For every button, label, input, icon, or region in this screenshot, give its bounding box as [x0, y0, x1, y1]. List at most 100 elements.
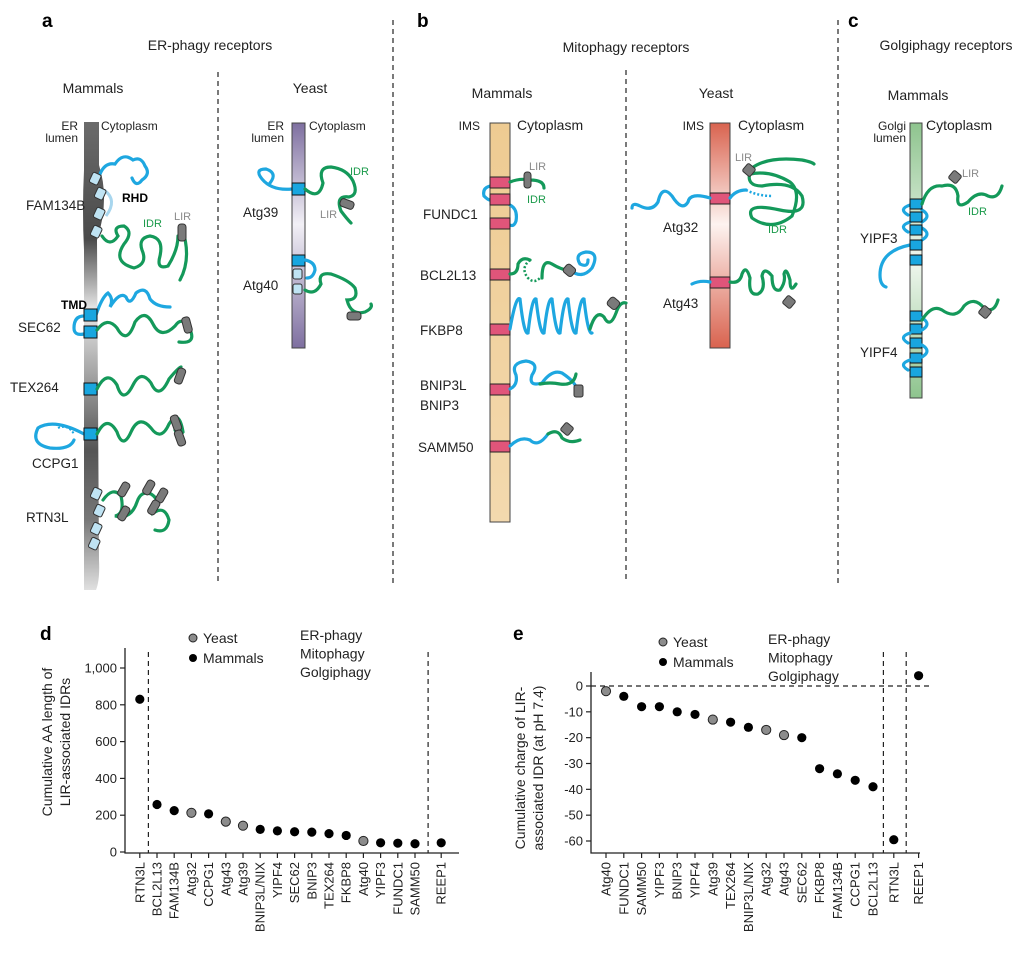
- data-point: [914, 671, 924, 681]
- sec62-lumenal-region: [72, 314, 86, 336]
- er-label: ER: [61, 119, 78, 133]
- rhd-segment: [89, 486, 103, 501]
- data-point: [726, 717, 736, 727]
- y-tick-label: -60: [564, 834, 583, 849]
- atg32-idr: [747, 157, 816, 227]
- chart-d: d 0 200 400 600 800 1,000 Cumulative AA length…: [39, 624, 459, 932]
- samm50-idr: [546, 430, 582, 444]
- data-point: [341, 830, 351, 841]
- data-point: [393, 838, 403, 848]
- protein-yipf4: YIPF4: [860, 345, 898, 360]
- x-category-label: SAMM50: [408, 862, 423, 915]
- x-category-label: Atg40: [599, 862, 614, 896]
- lir-motif: [117, 505, 131, 522]
- x-category-label: YIPF4: [688, 862, 703, 898]
- lir-motif: [142, 479, 156, 496]
- lir-motif: [181, 316, 193, 334]
- x-category-label: YIPF3: [652, 862, 667, 898]
- tmd-segment: [909, 198, 923, 210]
- x-category-label: SEC62: [287, 862, 302, 903]
- legend-marker: [658, 637, 668, 647]
- lir-motif: [339, 198, 355, 210]
- lir-motif: [606, 296, 621, 310]
- lir-motif: [173, 429, 187, 447]
- tm-segment: [489, 193, 511, 206]
- tmd-segment: [83, 382, 98, 396]
- cytoplasm-label-yeast: Cytoplasm: [738, 117, 804, 133]
- atg43-idr: [728, 268, 798, 296]
- tm-segment: [489, 440, 511, 453]
- x-category-label: SEC62: [794, 862, 809, 903]
- protein-fundc1: FUNDC1: [423, 207, 478, 222]
- lir-motif: [117, 481, 131, 498]
- bnip3-blue-region: [508, 359, 578, 391]
- tmd-segment: [909, 224, 923, 236]
- tmd-segment: [909, 211, 923, 223]
- x-category-label: Atg39: [705, 862, 720, 896]
- tmd-segment: [909, 352, 923, 364]
- samm50-blue-region: [508, 432, 550, 448]
- lumen-label: lumen: [45, 131, 78, 145]
- tmd-segment: [291, 254, 306, 267]
- golgi-label: Golgi: [878, 119, 906, 133]
- ims-label: IMS: [459, 119, 480, 133]
- y-tick-label: 0: [576, 679, 583, 694]
- mitochondrial-membrane-yeast: [709, 122, 731, 349]
- rhd-segment: [89, 224, 103, 239]
- protein-bnip3l: BNIP3L: [420, 378, 467, 393]
- data-point: [204, 809, 214, 819]
- er-label-yeast: ER: [267, 119, 284, 133]
- tmd-segment: [909, 310, 923, 322]
- idr-label-yeast: IDR: [768, 224, 787, 236]
- protein-atg39: Atg39: [243, 205, 278, 220]
- panel-b: b Mitophagy receptors Mammals Yeast IMS …: [417, 11, 816, 523]
- legend-pathway-label: Mitophagy: [768, 650, 833, 666]
- sec62-idr: [95, 313, 194, 344]
- data-point: [672, 707, 682, 717]
- tmd-segment: [909, 254, 923, 266]
- rtn3l-idr: [101, 490, 171, 533]
- bcl2l13-blue-region: [568, 250, 597, 277]
- bcl2l13-idr: [508, 257, 532, 276]
- data-point: [690, 709, 700, 720]
- data-point: [654, 702, 665, 712]
- ccpg1-dashed-region: [57, 425, 75, 435]
- panel-title: ER-phagy receptors: [148, 37, 273, 53]
- protein-rtn3l: RTN3L: [26, 510, 69, 525]
- x-category-label: BNIP3L/NIX: [253, 862, 268, 932]
- data-point: [135, 694, 145, 704]
- panel-title: Mitophagy receptors: [563, 39, 690, 55]
- mammals-heading: Mammals: [888, 87, 949, 103]
- y-tick-label: 600: [95, 734, 117, 749]
- x-category-label: BNIP3: [670, 862, 685, 900]
- y-axis-label: Cumulative AA length of: [39, 668, 55, 817]
- legend-label: Yeast: [203, 630, 238, 646]
- ims-label-yeast: IMS: [683, 119, 704, 133]
- axis-lines: [124, 648, 459, 854]
- yipf3-idr: [920, 183, 1004, 207]
- y-tick-label: 400: [95, 771, 117, 786]
- legend-pathway-label: Golgiphagy: [300, 664, 371, 680]
- x-category-label: SAMM50: [634, 862, 649, 915]
- protein-sec62: SEC62: [18, 320, 61, 335]
- idr-label: IDR: [143, 218, 162, 230]
- data-point: [436, 838, 446, 848]
- cytoplasm-label: Cytoplasm: [926, 117, 992, 133]
- fkbp8-idr: [588, 301, 628, 331]
- y-tick-label: -20: [564, 730, 583, 745]
- x-category-label: Atg43: [218, 862, 233, 896]
- x-category-label: YIPF4: [270, 862, 285, 898]
- protein-bnip3: BNIP3: [420, 398, 459, 413]
- tmd-segment: [291, 182, 306, 196]
- protein-fkbp8: FKBP8: [420, 323, 463, 338]
- legend-pathway-label: Mitophagy: [300, 646, 365, 662]
- y-tick-label: 200: [95, 808, 117, 823]
- legend-label: Yeast: [673, 634, 708, 650]
- legend-label: Mammals: [203, 650, 264, 666]
- yeast-heading: Yeast: [699, 85, 734, 101]
- data-point: [637, 702, 647, 712]
- tmd-segment: [909, 337, 923, 349]
- lir-motif: [346, 311, 362, 321]
- x-category-label: Atg32: [184, 862, 199, 896]
